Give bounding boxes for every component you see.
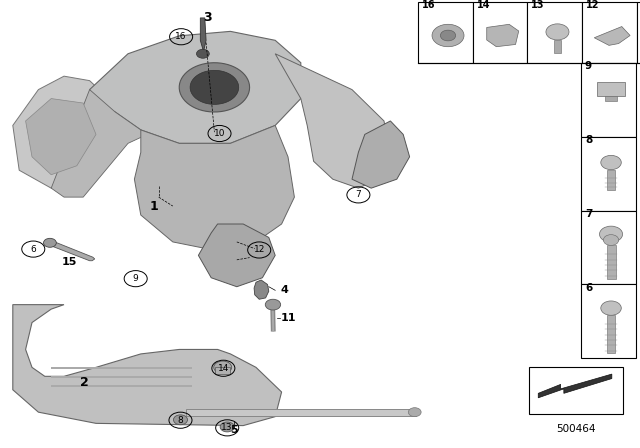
Bar: [215, 367, 230, 374]
Text: 8: 8: [585, 135, 592, 145]
Bar: [637, 2, 640, 63]
Text: 13: 13: [531, 0, 545, 9]
Bar: [581, 211, 636, 284]
Bar: [186, 409, 416, 416]
Text: 16: 16: [422, 0, 435, 9]
Circle shape: [214, 361, 232, 374]
Polygon shape: [254, 280, 269, 299]
Text: 3: 3: [204, 11, 212, 25]
Circle shape: [44, 238, 56, 247]
Polygon shape: [538, 374, 612, 398]
Bar: [527, 2, 582, 63]
Bar: [51, 385, 192, 387]
Polygon shape: [198, 224, 275, 287]
Circle shape: [600, 226, 623, 242]
Text: 12: 12: [253, 246, 265, 254]
Text: 1: 1: [149, 199, 158, 213]
Polygon shape: [48, 241, 95, 261]
Circle shape: [220, 422, 234, 432]
Circle shape: [440, 30, 456, 41]
Polygon shape: [26, 99, 96, 175]
Bar: [607, 315, 615, 353]
Circle shape: [604, 235, 619, 246]
Polygon shape: [51, 90, 147, 197]
Circle shape: [265, 299, 280, 310]
Text: 6: 6: [585, 283, 592, 293]
Text: 14: 14: [218, 364, 229, 373]
Text: 2: 2: [80, 375, 89, 389]
Text: 16: 16: [175, 32, 187, 41]
Polygon shape: [179, 63, 250, 112]
Text: 15: 15: [61, 257, 77, 267]
Polygon shape: [90, 31, 301, 143]
Circle shape: [432, 24, 464, 47]
Polygon shape: [190, 70, 239, 104]
Bar: [473, 2, 527, 63]
Polygon shape: [595, 26, 630, 45]
Text: 9: 9: [133, 274, 138, 283]
Circle shape: [546, 24, 569, 40]
Polygon shape: [275, 54, 390, 188]
Bar: [581, 284, 636, 358]
Bar: [607, 246, 616, 279]
Bar: [605, 96, 618, 101]
Text: 13: 13: [221, 423, 233, 432]
Polygon shape: [13, 305, 282, 426]
Text: 7: 7: [356, 190, 361, 199]
Text: 8: 8: [178, 416, 183, 425]
Text: 6: 6: [31, 245, 36, 254]
Polygon shape: [352, 121, 410, 188]
Bar: [607, 170, 615, 190]
Text: 500464: 500464: [556, 424, 596, 434]
Text: 7: 7: [585, 209, 593, 219]
Bar: [51, 367, 192, 369]
Text: 5: 5: [230, 425, 237, 435]
Bar: [581, 137, 636, 211]
Text: 11: 11: [280, 313, 296, 323]
Text: 12: 12: [586, 0, 600, 9]
Circle shape: [601, 155, 621, 170]
Polygon shape: [200, 18, 206, 52]
Bar: [581, 63, 636, 137]
Bar: [582, 2, 637, 63]
Bar: [554, 40, 561, 53]
Text: 9: 9: [585, 61, 592, 71]
Text: 4: 4: [280, 285, 288, 295]
Bar: [597, 82, 625, 96]
Circle shape: [408, 408, 421, 417]
Bar: [529, 367, 623, 414]
Polygon shape: [134, 125, 294, 251]
Bar: [51, 376, 192, 378]
Text: 14: 14: [476, 0, 490, 9]
Polygon shape: [487, 24, 519, 47]
Polygon shape: [13, 76, 109, 188]
Circle shape: [601, 301, 621, 315]
Text: 10: 10: [214, 129, 225, 138]
Bar: [418, 2, 473, 63]
Circle shape: [173, 415, 188, 425]
Circle shape: [196, 49, 209, 58]
